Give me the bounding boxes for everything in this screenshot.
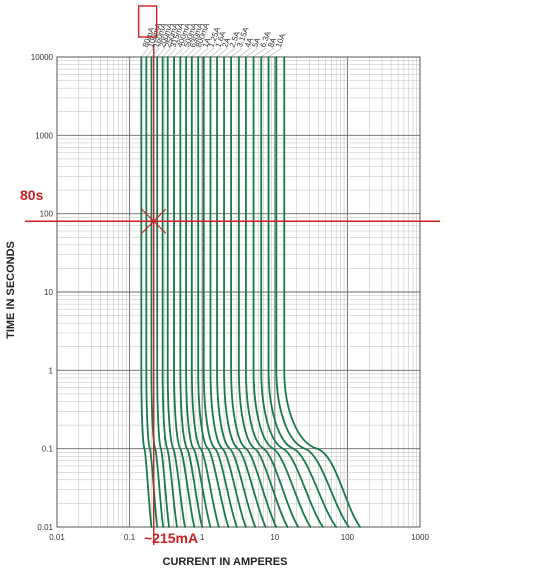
x-axis-label: CURRENT IN AMPERES [163,556,288,568]
fuse-curve [150,56,165,528]
y-axis-label: TIME IN SECONDS [5,241,17,339]
series-leader-line [230,47,243,58]
time-annotation-label: 80s [20,187,44,203]
x-tick-label: 1 [200,533,205,542]
series-label: 4A [243,36,255,49]
current-annotation-label: ~215mA [144,530,198,546]
series-label: 8A [266,36,278,49]
series-leader-line [162,47,172,58]
x-tick-label: 10 [270,533,279,542]
fuse-curve [185,56,212,528]
fuse-curve [140,56,153,528]
fuse-curve [179,56,204,528]
fuse-curve [237,56,289,528]
series-leader-line [203,47,215,58]
x-tick-label: 0.1 [124,533,136,542]
series-leader-line [146,47,154,58]
series-leader-line [191,47,202,58]
fuse-curve [145,56,159,528]
x-tick-label: 1000 [411,533,429,542]
series-leader-line [180,47,190,58]
fuse-curve [202,56,238,528]
curves [140,56,362,528]
fuse-curve [190,56,220,528]
series-leader-line [141,47,149,58]
series-label: 5A [250,36,262,49]
fuse-curve [156,56,170,528]
series-leader-line [151,47,160,58]
fuse-curve [267,56,338,528]
labels: 0.01 0.1 1 10 100 1000 0.01 0.1 1 10 100 1000 10000 8… [31,5,429,542]
fuse-curve [230,56,278,528]
y-tick-label: 10 [44,288,53,297]
y-tick-label: 100 [40,210,54,219]
series-leader-line [210,47,222,58]
fuse-curve [161,56,178,528]
fuse-curve [245,56,300,528]
series-leader-line [238,47,251,58]
y-tick-label: 0.01 [37,523,53,532]
series-label: 2A [220,36,232,49]
series-leader-line [253,47,267,58]
series-leader-line [216,47,229,58]
series-leader-line [261,47,275,58]
fuse-curve [209,56,247,528]
fuse-curve [197,56,230,528]
y-tick-label: 1000 [35,131,53,140]
series-leader-line [157,47,166,58]
series-label: 1A [201,36,213,49]
fuse-curve [223,56,267,528]
fuse-curve [252,56,312,528]
x-tick-label: 100 [341,533,355,542]
fuse-curve [283,56,362,528]
series-leader-line [198,47,209,58]
fuse-curve [260,56,324,528]
series-leader-line [223,47,236,58]
fuse-curve [275,56,350,528]
fuse-curve [216,56,257,528]
fuse-curve [173,56,196,528]
series-leader-line [167,47,177,58]
series-leader-line [245,47,259,58]
annotations [25,44,440,545]
y-tick-label: 10000 [31,53,54,62]
series-leader-line [173,47,184,58]
fuse-curve [166,56,186,528]
series-leader-line [185,47,196,58]
intersection-marker [141,208,167,234]
highlight-box [137,5,158,38]
y-tick-label: 0.1 [42,445,54,454]
series-leader-line [268,47,282,58]
x-tick-label: 0.01 [49,533,65,542]
y-tick-label: 1 [49,366,54,375]
